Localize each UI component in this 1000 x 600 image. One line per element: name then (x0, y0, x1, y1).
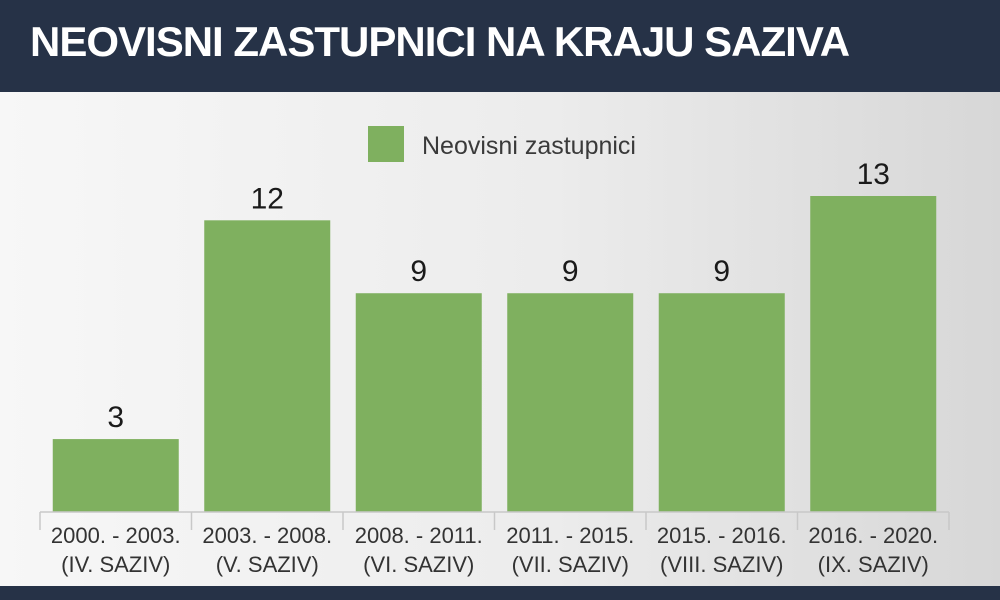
x-tick-label: 2016. - 2020. (808, 523, 938, 548)
x-axis: 2000. - 2003. (IV. SAZIV) 2003. - 2008. (V.… (39, 511, 950, 577)
bar (810, 196, 937, 512)
footer-bar (0, 586, 1000, 600)
x-tick-label: (VIII. SAZIV) (660, 552, 783, 577)
bars: 3 12 9 9 9 13 (52, 158, 937, 513)
bar (52, 439, 179, 512)
header-bar: NEOVISNI ZASTUPNICI NA KRAJU SAZIVA (0, 0, 1000, 92)
data-label: 12 (251, 182, 284, 215)
page-title: NEOVISNI ZASTUPNICI NA KRAJU SAZIVA (30, 18, 850, 65)
legend: Neovisni zastupnici (368, 126, 636, 162)
legend-label: Neovisni zastupnici (422, 132, 636, 160)
bar (204, 220, 331, 513)
data-label: 3 (107, 401, 124, 434)
x-tick-label: 2015. - 2016. (657, 523, 787, 548)
bar (355, 293, 482, 512)
bar (658, 293, 785, 512)
x-tick-label: (VI. SAZIV) (363, 552, 474, 577)
data-label: 9 (562, 255, 579, 288)
x-tick-label: 2000. - 2003. (51, 523, 181, 548)
data-label: 13 (857, 158, 890, 191)
x-tick-label: (V. SAZIV) (216, 552, 319, 577)
x-tick-label: (IX. SAZIV) (818, 552, 929, 577)
x-tick-label: (IV. SAZIV) (61, 552, 170, 577)
x-tick-label: 2008. - 2011. (355, 523, 483, 548)
x-tick-label: 2011. - 2015. (506, 523, 634, 548)
data-label: 9 (410, 255, 427, 288)
x-tick-label: 2003. - 2008. (202, 523, 332, 548)
bar (507, 293, 634, 512)
data-label: 9 (713, 255, 730, 288)
legend-swatch (368, 126, 404, 162)
x-tick-label: (VII. SAZIV) (512, 552, 629, 577)
